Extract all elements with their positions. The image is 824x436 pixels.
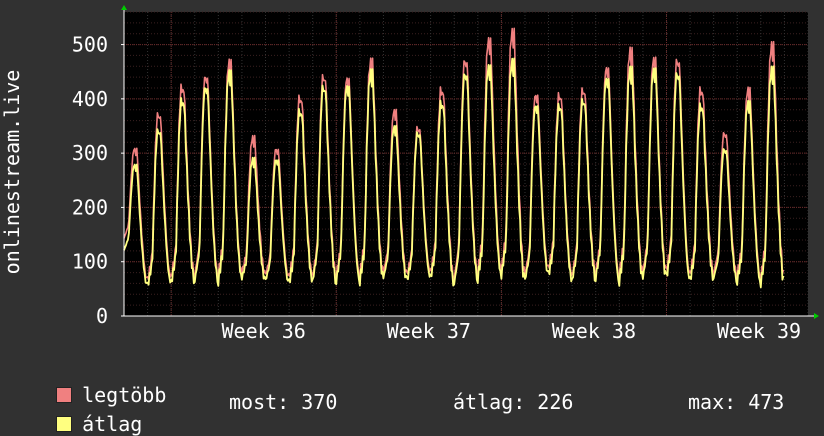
x-tick-label: Week 37 [387,319,471,343]
x-tick-label: Week 36 [222,319,306,343]
legend-label-avg: átlag [82,412,143,436]
y-axis-arrow-icon [121,5,127,10]
x-axis-arrow-icon [814,313,819,319]
x-tick-label: Week 39 [717,319,801,343]
stat-current: most: 370 [229,390,338,414]
axes [121,5,819,319]
y-tick-label: 0 [96,304,108,328]
y-tick-label: 500 [72,33,108,57]
stat-average: átlag: 226 [453,390,574,414]
y-tick-label: 300 [72,141,108,165]
legend-swatch-max [56,387,73,403]
legend-item-max: legtöbb [32,362,166,406]
major-grid [124,12,808,316]
y-tick-labels: 0 100 200 300 400 500 [72,33,108,328]
legend-item-avg: átlag [32,391,142,435]
stat-max: max: 473 [688,390,785,414]
x-tick-label: Week 38 [552,319,636,343]
x-tick-labels: Week 36 Week 37 Week 38 Week 39 [222,319,802,343]
series-line-avg [123,57,785,289]
y-tick-label: 200 [72,195,108,219]
series-layer [123,27,785,289]
y-tick-label: 400 [72,87,108,111]
y-axis-label: onlinestream.live [0,70,24,275]
legend-label-max: legtöbb [82,383,167,407]
y-tick-label: 100 [72,250,108,274]
